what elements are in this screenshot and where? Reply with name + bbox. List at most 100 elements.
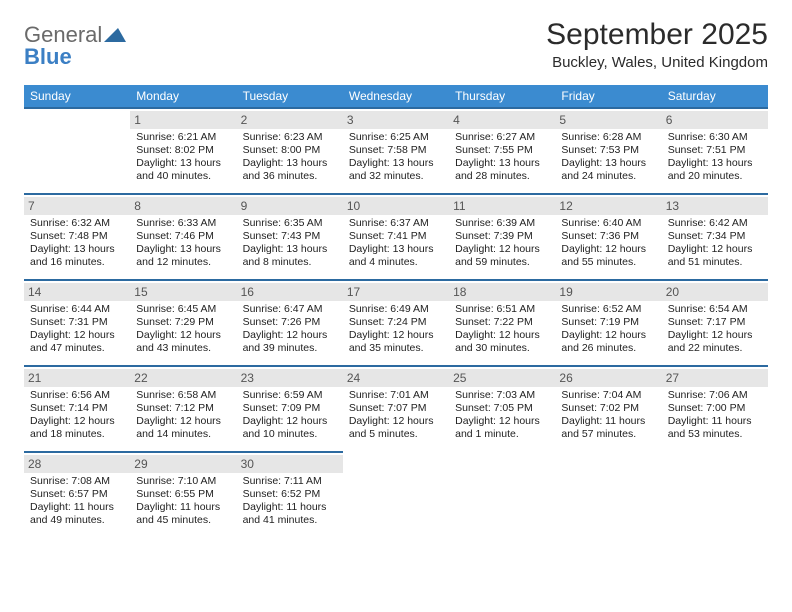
daylight: Daylight: 11 hours and 53 minutes. <box>668 415 762 441</box>
day-info: Sunrise: 6:49 AMSunset: 7:24 PMDaylight:… <box>349 303 443 356</box>
dow-header: Wednesday <box>343 85 449 108</box>
daylight: Daylight: 13 hours and 16 minutes. <box>30 243 124 269</box>
day-number: 15 <box>130 283 236 301</box>
sunrise: Sunrise: 6:21 AM <box>136 131 230 144</box>
sunrise: Sunrise: 6:54 AM <box>668 303 762 316</box>
daylight: Daylight: 12 hours and 22 minutes. <box>668 329 762 355</box>
day-cell <box>555 452 661 537</box>
logo-word2: Blue <box>24 44 72 69</box>
day-number: 6 <box>662 111 768 129</box>
sunrise: Sunrise: 7:08 AM <box>30 475 124 488</box>
day-cell: 21Sunrise: 6:56 AMSunset: 7:14 PMDayligh… <box>24 366 130 452</box>
sunset: Sunset: 7:36 PM <box>561 230 655 243</box>
sunset: Sunset: 7:05 PM <box>455 402 549 415</box>
sunrise: Sunrise: 6:30 AM <box>668 131 762 144</box>
day-cell: 2Sunrise: 6:23 AMSunset: 8:00 PMDaylight… <box>237 108 343 194</box>
day-cell: 11 Sunrise: 6:39 AMSunset: 7:39 PMDayligh… <box>449 194 555 280</box>
daylight: Daylight: 13 hours and 32 minutes. <box>349 157 443 183</box>
sunrise: Sunrise: 6:47 AM <box>243 303 337 316</box>
sunset: Sunset: 7:07 PM <box>349 402 443 415</box>
day-number: 18 <box>449 283 555 301</box>
sunset: Sunset: 7:46 PM <box>136 230 230 243</box>
day-cell: 24Sunrise: 7:01 AMSunset: 7:07 PMDayligh… <box>343 366 449 452</box>
day-info: Sunrise: 6:25 AMSunset: 7:58 PMDaylight:… <box>349 131 443 184</box>
day-info: Sunrise: 7:03 AMSunset: 7:05 PMDaylight:… <box>455 389 549 442</box>
calendar-table: Sunday Monday Tuesday Wednesday Thursday… <box>24 85 768 537</box>
logo-text: General Blue <box>24 24 126 68</box>
day-info: Sunrise: 6:39 AMSunset: 7:39 PMDaylight:… <box>455 217 549 270</box>
day-info: Sunrise: 6:23 AMSunset: 8:00 PMDaylight:… <box>243 131 337 184</box>
location: Buckley, Wales, United Kingdom <box>546 54 768 71</box>
day-info: Sunrise: 6:30 AMSunset: 7:51 PMDaylight:… <box>668 131 762 184</box>
sunrise: Sunrise: 6:44 AM <box>30 303 124 316</box>
sunset: Sunset: 7:02 PM <box>561 402 655 415</box>
sunset: Sunset: 7:34 PM <box>668 230 762 243</box>
daylight: Daylight: 12 hours and 55 minutes. <box>561 243 655 269</box>
day-cell: 12Sunrise: 6:40 AMSunset: 7:36 PMDayligh… <box>555 194 661 280</box>
day-number: 16 <box>237 283 343 301</box>
sunrise: Sunrise: 7:06 AM <box>668 389 762 402</box>
calendar-page: General Blue September 2025 Buckley, Wal… <box>0 0 792 555</box>
sunset: Sunset: 7:41 PM <box>349 230 443 243</box>
sunset: Sunset: 8:02 PM <box>136 144 230 157</box>
daylight: Daylight: 12 hours and 39 minutes. <box>243 329 337 355</box>
day-number: 11 <box>449 197 555 215</box>
day-number: 25 <box>449 369 555 387</box>
sunset: Sunset: 7:51 PM <box>668 144 762 157</box>
day-number: 22 <box>130 369 236 387</box>
day-info: Sunrise: 6:40 AMSunset: 7:36 PMDaylight:… <box>561 217 655 270</box>
sunrise: Sunrise: 7:10 AM <box>136 475 230 488</box>
logo: General Blue <box>24 24 126 68</box>
sunset: Sunset: 7:48 PM <box>30 230 124 243</box>
sunrise: Sunrise: 6:59 AM <box>243 389 337 402</box>
dow-header: Thursday <box>449 85 555 108</box>
sunrise: Sunrise: 7:04 AM <box>561 389 655 402</box>
logo-triangle-icon <box>104 22 126 47</box>
day-cell: 13Sunrise: 6:42 AMSunset: 7:34 PMDayligh… <box>662 194 768 280</box>
day-cell: 1 Sunrise: 6:21 AMSunset: 8:02 PMDaylight… <box>130 108 236 194</box>
daylight: Daylight: 12 hours and 1 minute. <box>455 415 549 441</box>
week-row: 1Sunrise: 6:21 AMSunset: 8:02 PMDaylight… <box>24 108 768 194</box>
daylight: Daylight: 13 hours and 40 minutes. <box>136 157 230 183</box>
daylight: Daylight: 13 hours and 12 minutes. <box>136 243 230 269</box>
sunrise: Sunrise: 7:01 AM <box>349 389 443 402</box>
sunrise: Sunrise: 6:33 AM <box>136 217 230 230</box>
day-cell: 17Sunrise: 6:49 AMSunset: 7:24 PMDayligh… <box>343 280 449 366</box>
daylight: Daylight: 11 hours and 57 minutes. <box>561 415 655 441</box>
day-cell: 19Sunrise: 6:52 AMSunset: 7:19 PMDayligh… <box>555 280 661 366</box>
dow-header: Tuesday <box>237 85 343 108</box>
day-info: Sunrise: 7:08 AMSunset: 6:57 PMDaylight:… <box>30 475 124 528</box>
daylight: Daylight: 13 hours and 24 minutes. <box>561 157 655 183</box>
day-info: Sunrise: 6:21 AMSunset: 8:02 PMDaylight:… <box>136 131 230 184</box>
day-cell: 30Sunrise: 7:11 AMSunset: 6:52 PMDayligh… <box>237 452 343 537</box>
dow-row: Sunday Monday Tuesday Wednesday Thursday… <box>24 85 768 108</box>
week-row: 21Sunrise: 6:56 AMSunset: 7:14 PMDayligh… <box>24 366 768 452</box>
daylight: Daylight: 11 hours and 45 minutes. <box>136 501 230 527</box>
sunset: Sunset: 7:53 PM <box>561 144 655 157</box>
day-number: 10 <box>343 197 449 215</box>
sunrise: Sunrise: 6:42 AM <box>668 217 762 230</box>
day-cell: 22Sunrise: 6:58 AMSunset: 7:12 PMDayligh… <box>130 366 236 452</box>
daylight: Daylight: 12 hours and 26 minutes. <box>561 329 655 355</box>
day-info: Sunrise: 6:51 AMSunset: 7:22 PMDaylight:… <box>455 303 549 356</box>
sunset: Sunset: 7:26 PM <box>243 316 337 329</box>
dow-header: Friday <box>555 85 661 108</box>
sunset: Sunset: 7:39 PM <box>455 230 549 243</box>
sunset: Sunset: 7:22 PM <box>455 316 549 329</box>
daylight: Daylight: 12 hours and 51 minutes. <box>668 243 762 269</box>
day-cell: 16 Sunrise: 6:47 AMSunset: 7:26 PMDayligh… <box>237 280 343 366</box>
sunset: Sunset: 6:57 PM <box>30 488 124 501</box>
sunset: Sunset: 7:09 PM <box>243 402 337 415</box>
day-cell: 3Sunrise: 6:25 AMSunset: 7:58 PMDaylight… <box>343 108 449 194</box>
sunset: Sunset: 7:24 PM <box>349 316 443 329</box>
day-number: 1 <box>130 111 236 129</box>
sunrise: Sunrise: 6:49 AM <box>349 303 443 316</box>
day-info: Sunrise: 6:59 AMSunset: 7:09 PMDaylight:… <box>243 389 337 442</box>
sunset: Sunset: 7:29 PM <box>136 316 230 329</box>
sunset: Sunset: 8:00 PM <box>243 144 337 157</box>
day-number: 27 <box>662 369 768 387</box>
day-number: 19 <box>555 283 661 301</box>
daylight: Daylight: 12 hours and 35 minutes. <box>349 329 443 355</box>
sunset: Sunset: 7:31 PM <box>30 316 124 329</box>
day-cell <box>449 452 555 537</box>
